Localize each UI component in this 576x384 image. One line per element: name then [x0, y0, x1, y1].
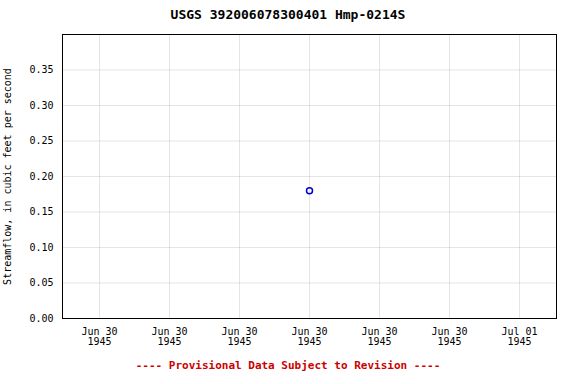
svg-text:Jun 301945: Jun 301945	[81, 326, 117, 347]
svg-text:0.15: 0.15	[29, 206, 53, 217]
svg-text:0.20: 0.20	[29, 171, 53, 182]
svg-text:Streamflow, in cubic feet per: Streamflow, in cubic feet per second	[2, 68, 13, 285]
svg-text:Jun 301945: Jun 301945	[361, 326, 397, 347]
html-text:USGS 392006078300401 Hmp-0214S: USGS 392006078300401 Hmp-0214S	[170, 7, 406, 22]
svg-text:Jun 301945: Jun 301945	[151, 326, 187, 347]
svg-text:0.30: 0.30	[29, 100, 53, 111]
svg-text:0.35: 0.35	[29, 64, 53, 75]
svg-text:Jun 301945: Jun 301945	[431, 326, 467, 347]
svg-text:Jul 011945: Jul 011945	[501, 326, 537, 347]
html-text:---- Provisional Data Subject: ---- Provisional Data Subject to Revisio…	[135, 359, 441, 372]
svg-text:0.25: 0.25	[29, 135, 53, 146]
svg-text:Jun 301945: Jun 301945	[221, 326, 257, 347]
svg-text:Jun 301945: Jun 301945	[291, 326, 327, 347]
svg-text:0.10: 0.10	[29, 242, 53, 253]
svg-text:0.05: 0.05	[29, 277, 53, 288]
svg-text:0.00: 0.00	[29, 313, 53, 324]
